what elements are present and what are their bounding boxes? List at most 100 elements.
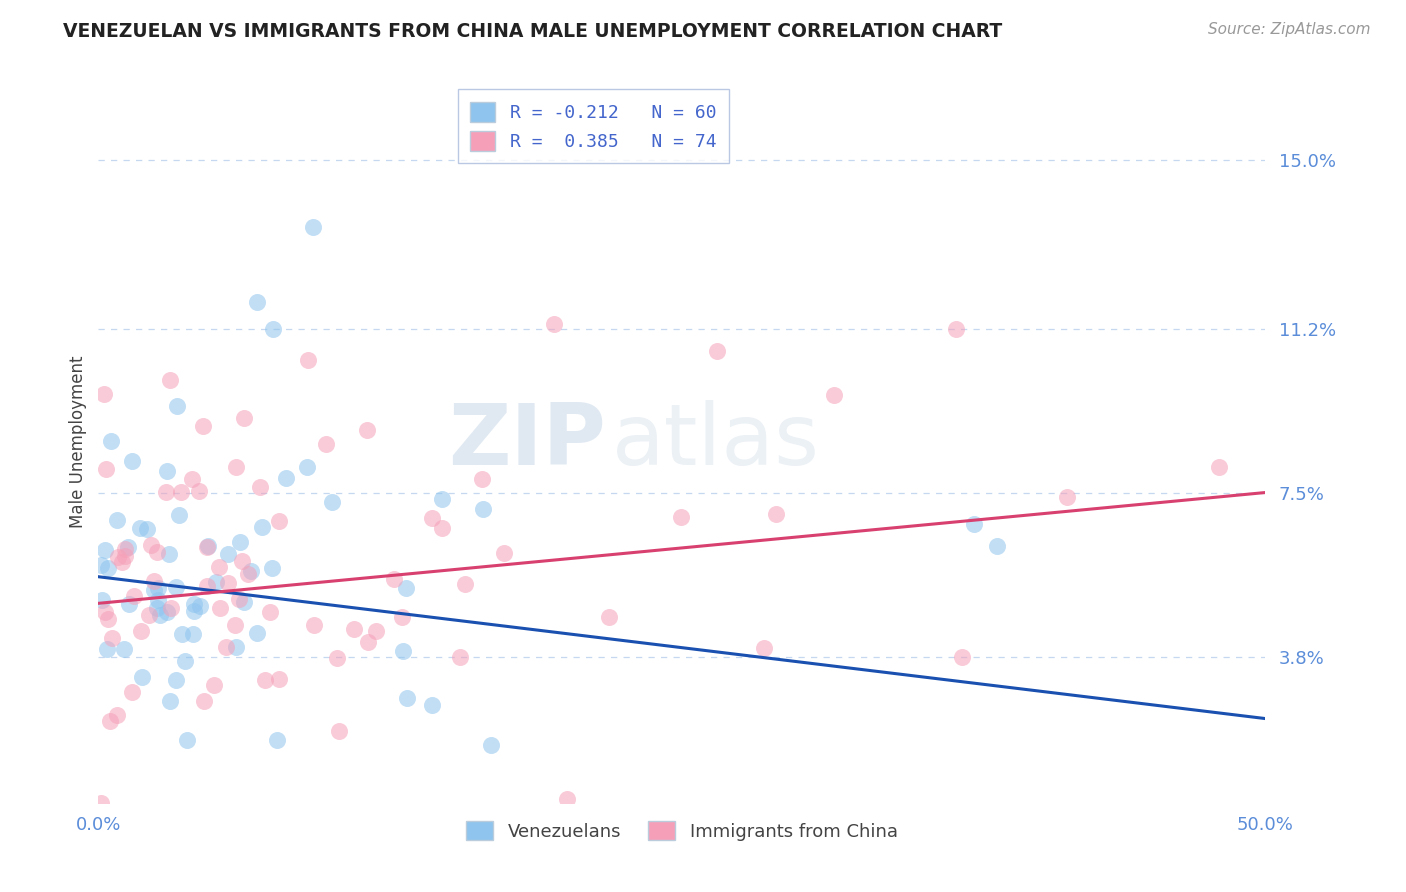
Point (148, 592, 170, 607)
Point (170, 627, 193, 641)
Point (325, 650, 347, 665)
Point (962, 516, 984, 531)
Y-axis label: Male Unemployment: Male Unemployment (69, 355, 87, 528)
Point (143, 582, 166, 597)
Point (156, 605, 179, 619)
Point (155, 485, 177, 500)
Text: Source: ZipAtlas.com: Source: ZipAtlas.com (1208, 22, 1371, 37)
Point (214, 640, 236, 655)
Point (94, 543, 117, 558)
Point (430, 491, 453, 506)
Point (183, 604, 205, 618)
Point (706, 343, 728, 358)
Point (945, 322, 967, 336)
Point (174, 654, 197, 668)
Point (90, 796, 112, 810)
Point (183, 597, 205, 611)
Point (420, 698, 443, 713)
Point (555, 792, 578, 806)
Point (107, 708, 129, 723)
Point (471, 472, 494, 486)
Point (205, 575, 228, 590)
Point (121, 685, 143, 699)
Point (165, 580, 187, 594)
Point (94, 605, 117, 619)
Point (156, 464, 179, 478)
Point (229, 534, 252, 549)
Point (94, 461, 117, 475)
Point (304, 617, 326, 632)
Point (193, 694, 215, 708)
Point (765, 507, 787, 521)
Point (183, 626, 205, 640)
Point (114, 542, 136, 557)
Point (118, 598, 141, 612)
Point (246, 294, 269, 309)
Point (142, 574, 165, 588)
Point (98, 714, 121, 728)
Point (246, 625, 269, 640)
Point (543, 317, 565, 331)
Point (302, 219, 325, 234)
Point (253, 673, 276, 687)
Point (233, 595, 256, 609)
Point (250, 520, 273, 534)
Point (986, 539, 1008, 553)
Point (157, 547, 180, 561)
Point (321, 494, 343, 508)
Point (90, 558, 112, 572)
Point (97, 561, 120, 575)
Point (188, 484, 211, 499)
Point (315, 437, 337, 451)
Point (100, 434, 122, 449)
Point (139, 539, 162, 553)
Point (165, 673, 187, 688)
Point (217, 547, 239, 561)
Point (176, 732, 198, 747)
Point (297, 352, 319, 367)
Point (233, 411, 256, 425)
Point (669, 509, 692, 524)
Point (138, 608, 160, 623)
Text: ZIP: ZIP (449, 400, 606, 483)
Point (195, 578, 218, 592)
Point (135, 522, 157, 536)
Point (195, 540, 218, 554)
Point (262, 321, 284, 335)
Point (111, 555, 134, 569)
Point (297, 459, 319, 474)
Point (90, 592, 112, 607)
Point (193, 419, 215, 434)
Point (276, 470, 298, 484)
Point (267, 673, 290, 687)
Point (105, 513, 128, 527)
Point (479, 738, 502, 752)
Point (101, 631, 124, 645)
Point (202, 678, 225, 692)
Point (146, 582, 169, 596)
Point (149, 607, 172, 622)
Point (823, 388, 845, 402)
Point (121, 454, 143, 468)
Point (395, 581, 418, 595)
Point (122, 589, 145, 603)
Point (950, 649, 973, 664)
Point (357, 634, 380, 648)
Point (472, 501, 495, 516)
Point (236, 567, 259, 582)
Point (224, 617, 246, 632)
Point (146, 600, 169, 615)
Point (129, 624, 152, 638)
Point (382, 572, 405, 586)
Point (328, 724, 350, 739)
Point (180, 472, 202, 486)
Point (598, 610, 620, 624)
Point (160, 601, 183, 615)
Point (364, 624, 387, 639)
Point (266, 733, 288, 747)
Point (420, 511, 443, 525)
Point (131, 670, 153, 684)
Point (231, 553, 253, 567)
Point (197, 539, 219, 553)
Point (208, 559, 231, 574)
